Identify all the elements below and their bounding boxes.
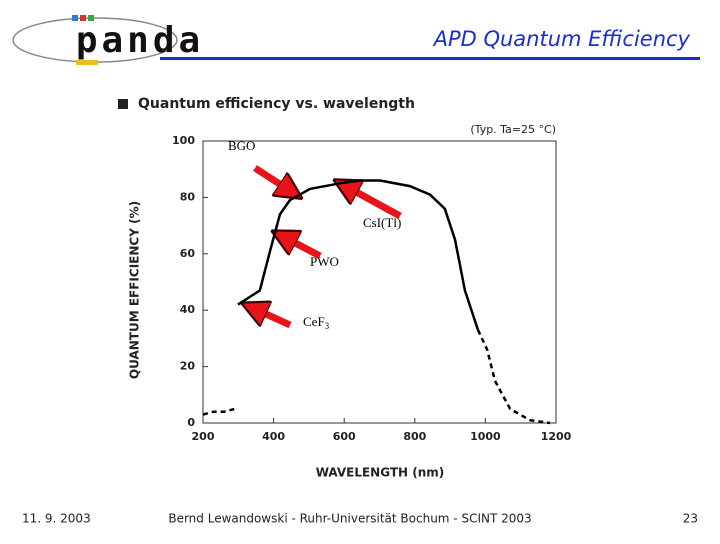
x-tick-label: 200 (192, 430, 215, 443)
arrows (246, 165, 402, 329)
logo-text: panda (76, 20, 204, 61)
x-tick-label: 600 (333, 430, 356, 443)
y-axis-label: QUANTUM EFFICIENCY (%) (128, 201, 142, 379)
annotation: CsI(Tl) (363, 215, 401, 230)
annotation-sub: 3 (325, 321, 330, 331)
chart-subtitle: (Typ. Ta=25 °C) (470, 123, 556, 136)
footer-page: 23 (683, 512, 698, 526)
x-tick-label: 1200 (541, 430, 572, 443)
annotation-text: CeF (303, 314, 325, 329)
y-tick-label: 20 (180, 360, 196, 373)
annotation: CeF3 (303, 314, 330, 331)
arrow (338, 182, 402, 220)
arrow (253, 165, 298, 196)
annotation-text: CsI(Tl) (363, 215, 401, 230)
annotation-text: BGO (228, 138, 255, 153)
title-rule (160, 57, 700, 60)
y-tick-label: 80 (180, 190, 196, 203)
plot-frame (202, 140, 557, 424)
arrow (246, 305, 292, 329)
footer-author: Bernd Lewandowski - Ruhr-Universität Boc… (168, 512, 531, 526)
qe-curve (476, 329, 551, 425)
footer-date: 11. 9. 2003 (22, 512, 91, 526)
arrow (276, 233, 322, 260)
y-tick-label: 100 (172, 134, 195, 147)
x-tick-label: 400 (262, 430, 285, 443)
chart-title: Quantum efficiency vs. wavelength (138, 96, 415, 112)
annotation: BGO (228, 138, 255, 153)
y-tick-label: 60 (180, 247, 196, 260)
y-tick-label: 0 (187, 416, 195, 429)
bullet (118, 99, 128, 109)
x-axis-label: WAVELENGTH (nm) (316, 466, 445, 480)
slide-title: APD Quantum Efficiency (432, 27, 691, 51)
qe-curve (202, 407, 238, 416)
x-tick-label: 1000 (470, 430, 501, 443)
qe-curve (237, 179, 480, 331)
annotation-text: PWO (310, 254, 339, 269)
x-tick-label: 800 (403, 430, 426, 443)
y-tick-label: 40 (180, 303, 196, 316)
logo: panda (12, 15, 204, 65)
annotation: PWO (310, 254, 339, 269)
